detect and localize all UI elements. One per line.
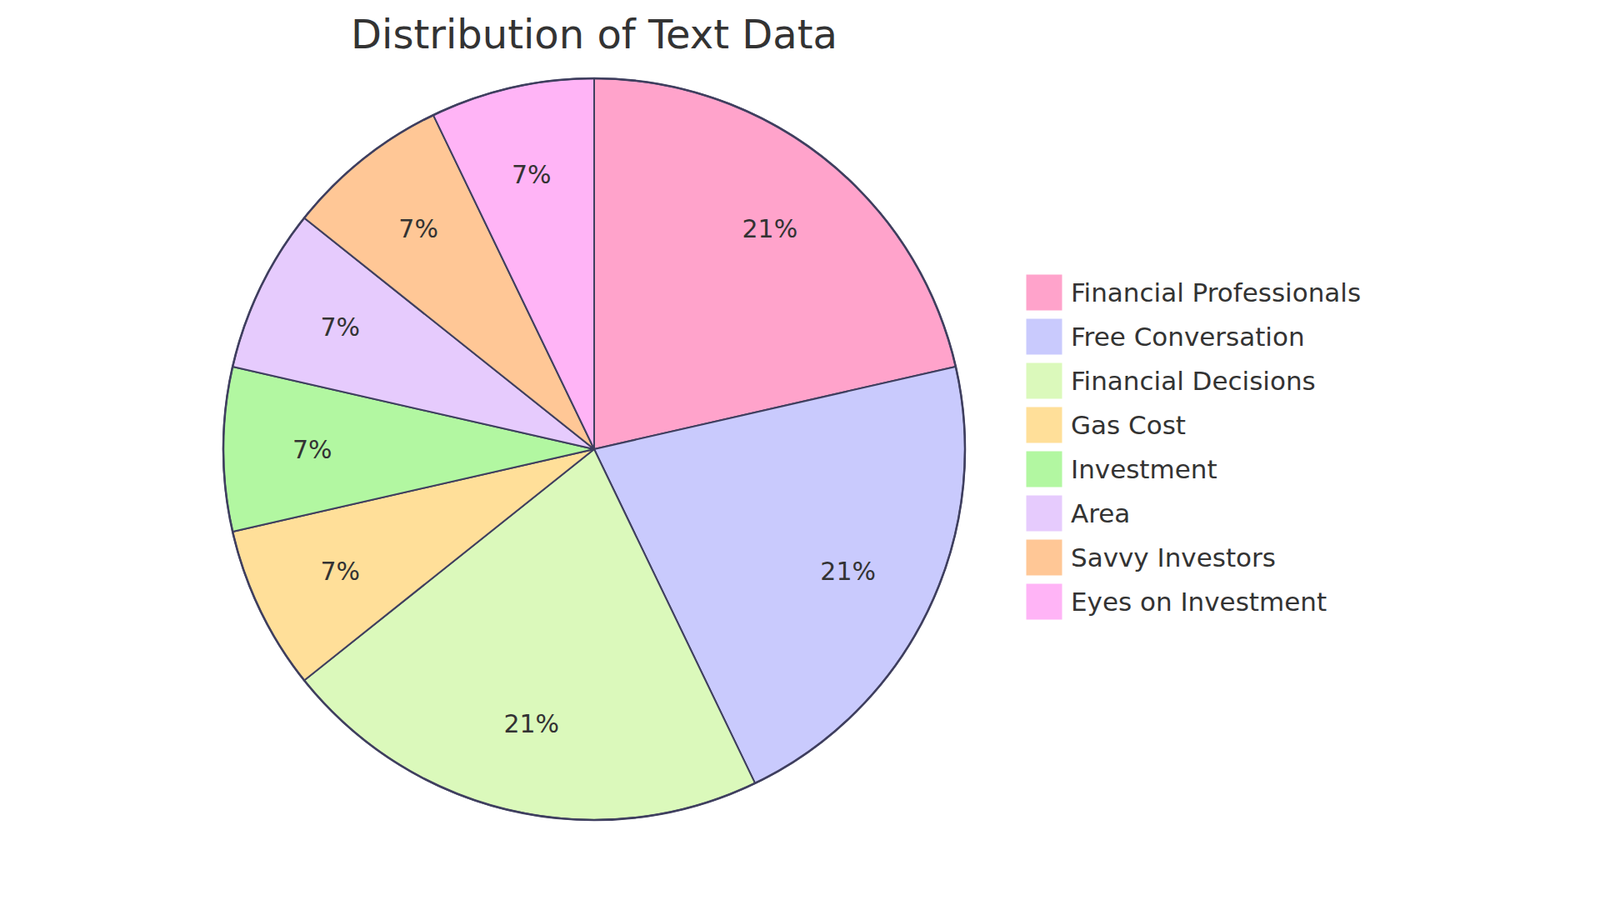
data-label: 7% — [511, 160, 552, 190]
legend-item: Financial Decisions — [1025, 362, 1316, 400]
legend-swatch — [1025, 539, 1063, 576]
legend-swatch — [1025, 406, 1063, 444]
legend-item: Investment — [1025, 450, 1218, 488]
chart: Distribution of Text Data 21% 21% 21% 7% 7% 7%… — [0, 0, 1600, 900]
legend-label: Investment — [1070, 454, 1218, 485]
data-label: 21% — [742, 214, 799, 244]
legend-label: Savvy Investors — [1070, 542, 1276, 573]
legend-label: Financial Professionals — [1070, 277, 1361, 308]
legend-label: Gas Cost — [1070, 410, 1186, 440]
pie-outline — [223, 78, 965, 820]
legend-item: Area — [1025, 495, 1130, 532]
data-label: 21% — [820, 556, 876, 586]
legend-item: Gas Cost — [1025, 406, 1186, 444]
legend-label: Financial Decisions — [1070, 365, 1316, 396]
legend-label: Area — [1070, 498, 1130, 529]
legend-label: Eyes on Investment — [1070, 586, 1327, 617]
legend-swatch — [1025, 495, 1063, 532]
legend-swatch — [1025, 274, 1063, 311]
legend-swatch — [1025, 450, 1063, 488]
legend-label: Free Conversation — [1070, 321, 1305, 352]
legend-item: Financial Professionals — [1025, 274, 1361, 311]
title: Distribution of Text Data — [350, 10, 838, 58]
pie: 21% 21% 21% 7% 7% 7% 7% 7% — [223, 78, 965, 820]
legend: Financial Professionals Free Conversation… — [1025, 274, 1361, 620]
legend-swatch — [1025, 362, 1063, 400]
data-label: 7% — [320, 312, 360, 342]
pie-slice — [433, 78, 595, 450]
legend-swatch — [1025, 318, 1063, 355]
data-label: 7% — [320, 556, 360, 586]
data-label: 7% — [398, 214, 439, 244]
legend-item: Savvy Investors — [1025, 539, 1276, 576]
data-label: 7% — [292, 435, 333, 465]
legend-item: Eyes on Investment — [1025, 583, 1327, 620]
legend-swatch — [1025, 583, 1063, 620]
legend-item: Free Conversation — [1025, 318, 1305, 355]
data-label: 21% — [503, 709, 560, 739]
